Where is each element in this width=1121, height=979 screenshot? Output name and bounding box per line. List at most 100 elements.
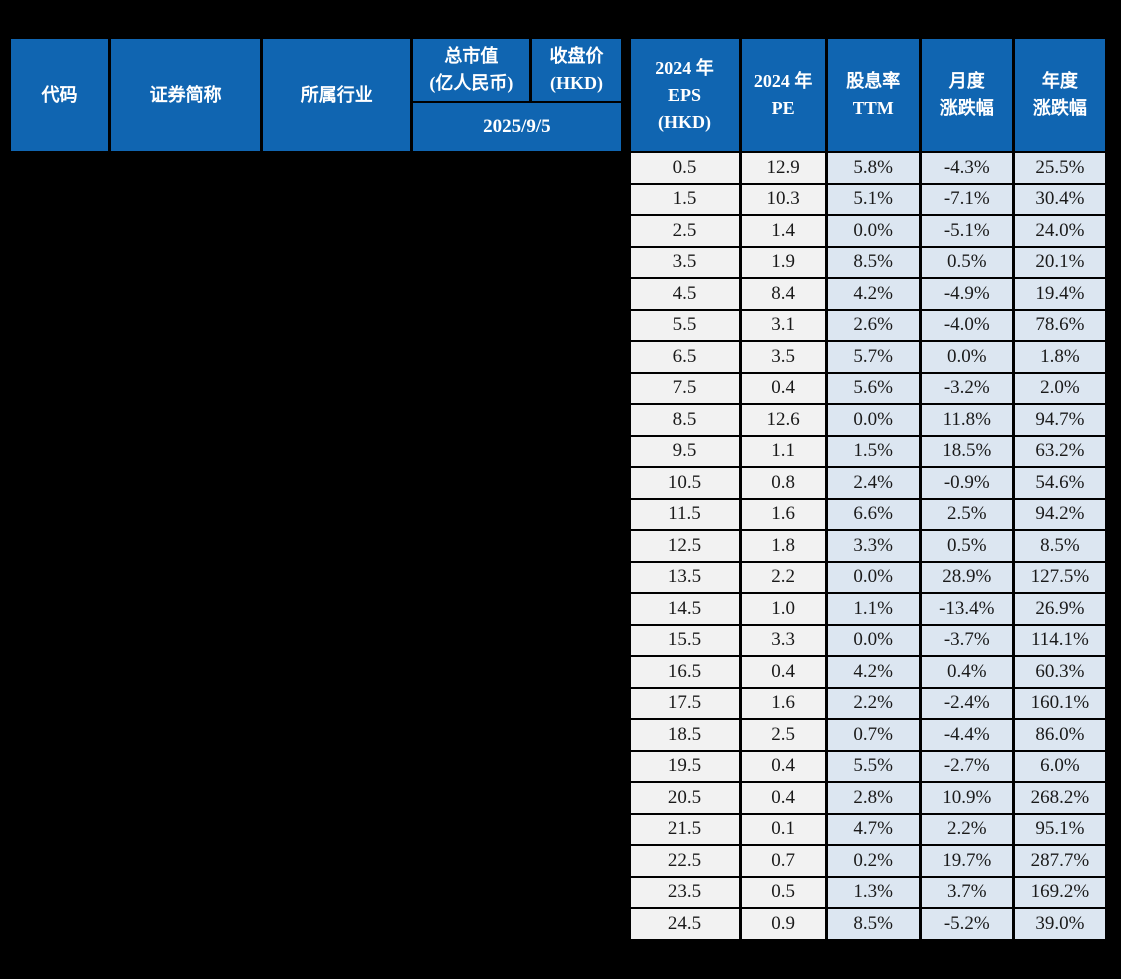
cell-yearly-change: 60.3% [1011, 655, 1109, 689]
cell-eps: 10.5 [627, 466, 742, 500]
col-header-code-label: 代码 [41, 84, 78, 105]
cell-dividend-yield-ttm: 8.5% [824, 245, 922, 279]
as-of-date-cell: 2025/9/5 [410, 101, 624, 153]
cell-eps: 17.5 [627, 686, 742, 720]
cell-yearly-change: 114.1% [1011, 623, 1109, 657]
col-header-security-name-label: 证券简称 [149, 84, 222, 105]
col-header-pe-line1: 2024 年 [753, 71, 813, 91]
cell-eps: 7.5 [627, 371, 742, 405]
cell-yearly-change: 54.6% [1011, 466, 1109, 500]
cell-yearly-change: 287.7% [1011, 844, 1109, 878]
table-header: 代码 证券简称 所属行业 总市值 (亿人民币) 收盘价 (HKD) 2024 年… [7, 37, 1109, 153]
cell-dividend-yield-ttm: 8.5% [824, 907, 922, 941]
table-row: 20.5 0.4 2.8% 10.9% 268.2% [10, 781, 1109, 815]
table-row: 3.5 1.9 8.5% 0.5% 20.1% [10, 245, 1109, 279]
cell-monthly-change: 0.5% [918, 245, 1015, 279]
cell-pe: 0.5 [738, 875, 828, 909]
cell-monthly-change: -2.7% [918, 749, 1015, 783]
cell-yearly-change: 1.8% [1011, 340, 1109, 374]
col-header-market-cap-line2: (亿人民币) [429, 73, 514, 93]
cell-dividend-yield-ttm: 5.1% [824, 182, 922, 216]
cell-eps: 5.5 [627, 308, 742, 342]
cell-monthly-change: 10.9% [918, 781, 1015, 815]
table-row: 16.5 0.4 4.2% 0.4% 60.3% [10, 655, 1109, 689]
table-section-divider [620, 37, 631, 153]
cell-dividend-yield-ttm: 1.3% [824, 875, 922, 909]
col-header-eps-2024: 2024 年 EPS (HKD) [627, 37, 742, 153]
cell-dividend-yield-ttm: 2.4% [824, 466, 922, 500]
col-header-market-cap: 总市值 (亿人民币) [410, 37, 533, 103]
col-header-market-cap-line1: 总市值 [444, 46, 499, 66]
cell-eps: 3.5 [627, 245, 742, 279]
cell-yearly-change: 2.0% [1011, 371, 1109, 405]
cell-pe: 0.8 [738, 466, 828, 500]
cell-pe: 12.9 [738, 151, 828, 185]
cell-pe: 0.4 [738, 371, 828, 405]
cell-monthly-change: 19.7% [918, 844, 1015, 878]
cell-eps: 9.5 [627, 434, 742, 468]
cell-dividend-yield-ttm: 2.8% [824, 781, 922, 815]
cell-yearly-change: 160.1% [1011, 686, 1109, 720]
cell-dividend-yield-ttm: 1.1% [824, 592, 922, 626]
cell-pe: 10.3 [738, 182, 828, 216]
col-header-eps-line2: EPS [668, 84, 702, 105]
redacted-left-columns [8, 151, 631, 941]
cell-dividend-yield-ttm: 0.7% [824, 718, 922, 752]
table-row: 23.5 0.5 1.3% 3.7% 169.2% [10, 875, 1109, 909]
cell-monthly-change: -4.9% [918, 277, 1015, 311]
col-header-industry: 所属行业 [260, 37, 414, 153]
cell-monthly-change: -4.3% [918, 151, 1015, 185]
cell-pe: 1.6 [738, 686, 828, 720]
table-row: 2.5 1.4 0.0% -5.1% 24.0% [10, 214, 1109, 248]
col-header-yearly-change-line2: 涨跌幅 [1032, 98, 1087, 118]
header-row-1: 代码 证券简称 所属行业 总市值 (亿人民币) 收盘价 (HKD) 2024 年… [7, 37, 1109, 153]
cell-pe: 2.2 [738, 560, 828, 594]
cell-monthly-change: 11.8% [918, 403, 1015, 437]
cell-yearly-change: 6.0% [1011, 749, 1109, 783]
table-row: 10.5 0.8 2.4% -0.9% 54.6% [10, 466, 1109, 500]
cell-monthly-change: -13.4% [918, 592, 1015, 626]
cell-eps: 16.5 [627, 655, 742, 689]
col-header-monthly-change-line2: 涨跌幅 [939, 98, 994, 118]
cell-pe: 1.8 [738, 529, 828, 563]
cell-yearly-change: 25.5% [1011, 151, 1109, 185]
cell-dividend-yield-ttm: 5.8% [824, 151, 922, 185]
cell-dividend-yield-ttm: 2.6% [824, 308, 922, 342]
col-header-dividend-yield: 股息率 TTM [824, 37, 922, 153]
cell-pe: 8.4 [738, 277, 828, 311]
table-row: 18.5 2.5 0.7% -4.4% 86.0% [10, 718, 1109, 752]
cell-pe: 2.5 [738, 718, 828, 752]
cell-monthly-change: -3.7% [918, 623, 1015, 657]
cell-yearly-change: 127.5% [1011, 560, 1109, 594]
col-header-close-price-line2: (HKD) [549, 73, 603, 93]
table-row: 6.5 3.5 5.7% 0.0% 1.8% [10, 340, 1109, 374]
cell-yearly-change: 8.5% [1011, 529, 1109, 563]
hk-stock-valuation-table: 代码 证券简称 所属行业 总市值 (亿人民币) 收盘价 (HKD) 2024 年… [7, 37, 1109, 941]
cell-monthly-change: 0.4% [918, 655, 1015, 689]
table-row: 1.5 10.3 5.1% -7.1% 30.4% [10, 182, 1109, 216]
cell-pe: 3.3 [738, 623, 828, 657]
col-header-close-price-line1: 收盘价 [549, 46, 604, 66]
cell-eps: 15.5 [627, 623, 742, 657]
table-body: 0.5 12.9 5.8% -4.3% 25.5% 1.5 10.3 5.1% … [8, 151, 1109, 941]
col-header-eps-line3: (HKD) [658, 111, 712, 132]
header-row-2: 2025/9/5 [10, 101, 1107, 153]
cell-monthly-change: 18.5% [918, 434, 1015, 468]
col-header-industry-label: 所属行业 [300, 84, 373, 105]
col-header-dividend-yield-line1: 股息率 [846, 71, 901, 91]
cell-dividend-yield-ttm: 4.2% [824, 655, 922, 689]
cell-monthly-change: -4.0% [918, 308, 1015, 342]
cell-dividend-yield-ttm: 4.7% [824, 812, 922, 846]
cell-pe: 1.0 [738, 592, 828, 626]
cell-monthly-change: -7.1% [918, 182, 1015, 216]
col-header-security-name: 证券简称 [108, 37, 264, 153]
cell-eps: 0.5 [627, 151, 742, 185]
cell-monthly-change: 2.2% [918, 812, 1015, 846]
table-row: 0.5 12.9 5.8% -4.3% 25.5% [8, 151, 1109, 941]
table-row: 22.5 0.7 0.2% 19.7% 287.7% [10, 844, 1109, 878]
table-row: 14.5 1.0 1.1% -13.4% 26.9% [10, 592, 1109, 626]
cell-eps: 6.5 [627, 340, 742, 374]
cell-eps: 18.5 [627, 718, 742, 752]
cell-monthly-change: 0.5% [918, 529, 1015, 563]
